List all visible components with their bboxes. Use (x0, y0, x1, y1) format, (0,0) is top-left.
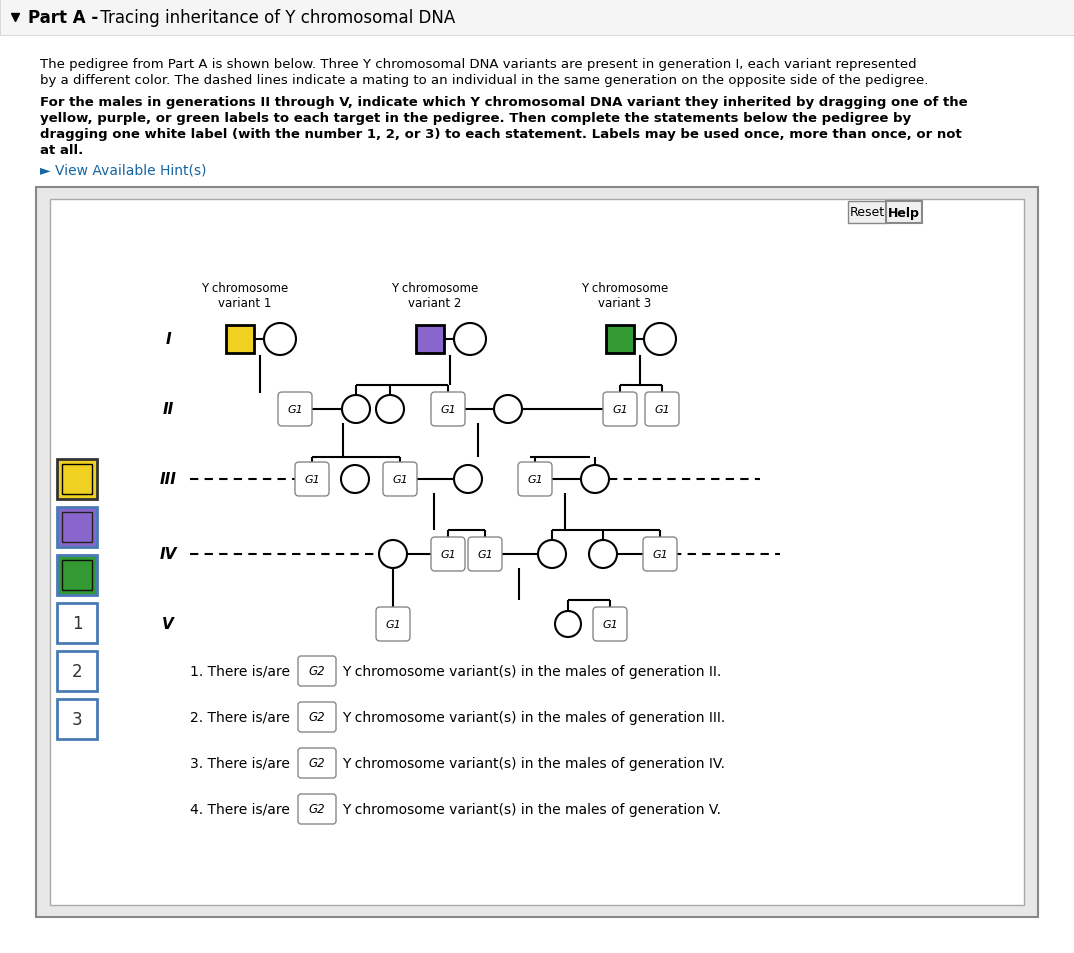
FancyBboxPatch shape (278, 393, 313, 427)
Text: at all.: at all. (40, 144, 84, 157)
Text: G1: G1 (527, 475, 542, 484)
FancyBboxPatch shape (376, 607, 410, 641)
Text: G1: G1 (392, 475, 408, 484)
FancyBboxPatch shape (297, 748, 336, 779)
Circle shape (342, 465, 369, 494)
Text: Y chromosome
variant 1: Y chromosome variant 1 (202, 282, 289, 310)
FancyBboxPatch shape (37, 188, 1037, 917)
Text: Y chromosome
variant 3: Y chromosome variant 3 (581, 282, 669, 310)
FancyBboxPatch shape (643, 537, 677, 572)
Text: G1: G1 (654, 405, 670, 415)
FancyBboxPatch shape (50, 200, 1024, 905)
Text: 2: 2 (72, 662, 83, 680)
FancyBboxPatch shape (297, 702, 336, 732)
FancyBboxPatch shape (297, 657, 336, 686)
Text: 1: 1 (72, 615, 83, 633)
FancyBboxPatch shape (57, 556, 97, 596)
Circle shape (379, 540, 407, 568)
Circle shape (454, 465, 482, 494)
Circle shape (644, 324, 676, 355)
Text: Y chromosome variant(s) in the males of generation II.: Y chromosome variant(s) in the males of … (342, 664, 722, 679)
FancyBboxPatch shape (431, 393, 465, 427)
Text: G1: G1 (386, 619, 401, 629)
Circle shape (376, 395, 404, 423)
FancyBboxPatch shape (297, 794, 336, 824)
Text: 3. There is/are: 3. There is/are (190, 757, 290, 770)
Text: G1: G1 (440, 405, 455, 415)
Text: yellow, purple, or green labels to each target in the pedigree. Then complete th: yellow, purple, or green labels to each … (40, 112, 911, 125)
Text: For the males in generations II through V, indicate which Y chromosomal DNA vari: For the males in generations II through … (40, 96, 968, 109)
Circle shape (342, 395, 371, 423)
FancyBboxPatch shape (606, 326, 634, 354)
Text: G1: G1 (287, 405, 303, 415)
Text: Part A -: Part A - (28, 9, 98, 27)
Text: Y chromosome variant(s) in the males of generation V.: Y chromosome variant(s) in the males of … (342, 802, 721, 816)
Circle shape (555, 612, 581, 638)
Text: Y chromosome variant(s) in the males of generation III.: Y chromosome variant(s) in the males of … (342, 710, 725, 724)
FancyBboxPatch shape (57, 700, 97, 740)
Text: G2: G2 (308, 711, 325, 723)
FancyBboxPatch shape (57, 651, 97, 691)
Text: 3: 3 (72, 710, 83, 728)
FancyBboxPatch shape (645, 393, 679, 427)
Text: I: I (165, 333, 171, 347)
FancyBboxPatch shape (62, 464, 92, 495)
FancyBboxPatch shape (603, 393, 637, 427)
FancyBboxPatch shape (295, 462, 329, 497)
Text: Reset: Reset (850, 206, 885, 219)
Text: V: V (162, 617, 174, 632)
Text: G2: G2 (308, 802, 325, 816)
Text: Tracing inheritance of Y chromosomal DNA: Tracing inheritance of Y chromosomal DNA (95, 9, 455, 27)
Text: G1: G1 (477, 550, 493, 559)
Text: Help: Help (888, 206, 920, 219)
Circle shape (589, 540, 616, 568)
Text: ► View Available Hint(s): ► View Available Hint(s) (40, 164, 206, 178)
Circle shape (581, 465, 609, 494)
FancyBboxPatch shape (62, 513, 92, 542)
Text: II: II (162, 402, 174, 417)
FancyBboxPatch shape (57, 603, 97, 643)
FancyBboxPatch shape (57, 459, 97, 499)
Text: The pedigree from Part A is shown below. Three Y chromosomal DNA variants are pr: The pedigree from Part A is shown below.… (40, 58, 916, 71)
Text: III: III (160, 472, 176, 487)
FancyBboxPatch shape (62, 560, 92, 590)
Circle shape (538, 540, 566, 568)
Text: G2: G2 (308, 665, 325, 678)
Text: 1. There is/are: 1. There is/are (190, 664, 290, 679)
Text: dragging one white label (with the number 1, 2, or 3) to each statement. Labels : dragging one white label (with the numbe… (40, 128, 961, 141)
FancyBboxPatch shape (593, 607, 627, 641)
Circle shape (454, 324, 487, 355)
FancyBboxPatch shape (886, 202, 921, 224)
FancyBboxPatch shape (57, 507, 97, 547)
FancyBboxPatch shape (0, 0, 1074, 36)
FancyBboxPatch shape (468, 537, 502, 572)
FancyBboxPatch shape (226, 326, 253, 354)
Text: IV: IV (159, 547, 177, 562)
Text: G1: G1 (304, 475, 320, 484)
Text: 2. There is/are: 2. There is/are (190, 710, 290, 724)
FancyBboxPatch shape (848, 202, 886, 224)
Text: by a different color. The dashed lines indicate a mating to an individual in the: by a different color. The dashed lines i… (40, 74, 928, 87)
FancyBboxPatch shape (383, 462, 417, 497)
Circle shape (494, 395, 522, 423)
FancyBboxPatch shape (416, 326, 444, 354)
Text: G1: G1 (652, 550, 668, 559)
FancyBboxPatch shape (518, 462, 552, 497)
FancyBboxPatch shape (431, 537, 465, 572)
Text: G1: G1 (612, 405, 628, 415)
Text: G2: G2 (308, 757, 325, 770)
Text: Y chromosome variant(s) in the males of generation IV.: Y chromosome variant(s) in the males of … (342, 757, 725, 770)
Text: Y chromosome
variant 2: Y chromosome variant 2 (391, 282, 479, 310)
Text: G1: G1 (603, 619, 618, 629)
Text: G1: G1 (440, 550, 455, 559)
Circle shape (264, 324, 296, 355)
Text: 4. There is/are: 4. There is/are (190, 802, 290, 816)
